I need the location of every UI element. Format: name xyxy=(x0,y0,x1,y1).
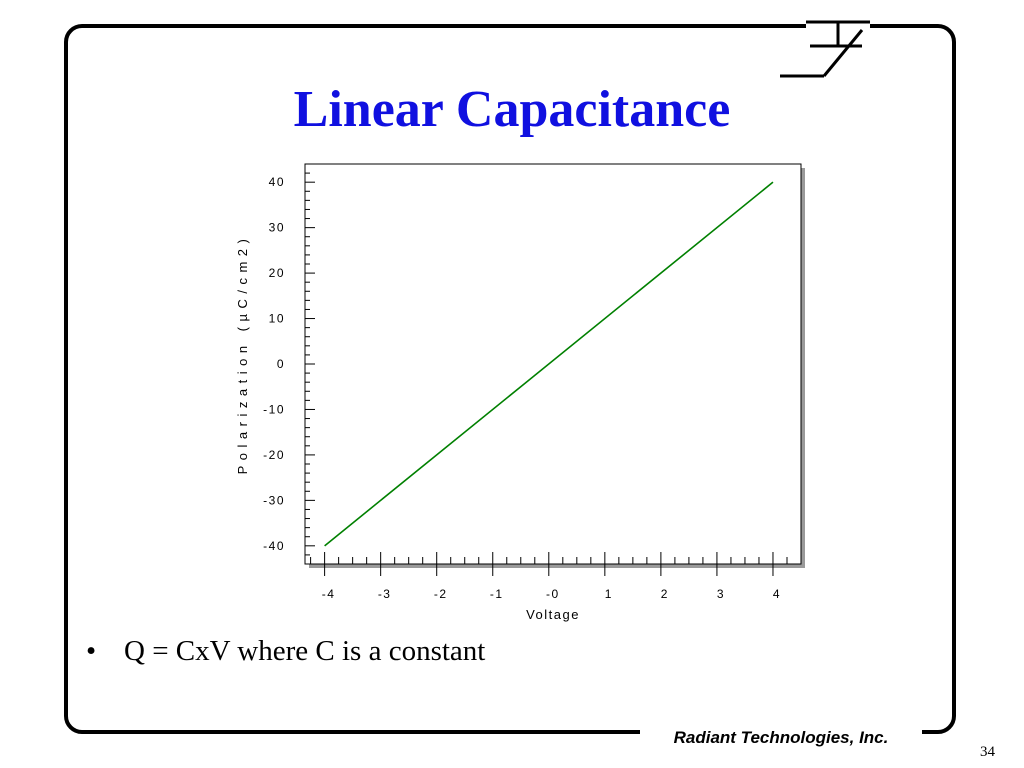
y-tick-label: 40 xyxy=(269,175,285,189)
slide-title: Linear Capacitance xyxy=(293,81,731,138)
y-tick-label: -20 xyxy=(263,448,285,462)
slide-frame xyxy=(64,24,956,734)
company-name: Radiant Technologies, Inc. xyxy=(673,728,889,747)
frame-gap-bottom xyxy=(640,726,922,742)
series-line xyxy=(324,181,774,547)
x-tick-label: -3 xyxy=(378,587,392,601)
y-tick-label: -10 xyxy=(263,402,285,416)
y-tick-label: 10 xyxy=(269,312,285,326)
plot-frame xyxy=(304,163,802,565)
y-tick-label: -40 xyxy=(263,539,285,553)
y-tick-label: 0 xyxy=(277,357,285,371)
x-tick-label: 3 xyxy=(717,587,725,601)
y-tick-label: -30 xyxy=(263,493,285,507)
x-tick-label: 2 xyxy=(661,587,669,601)
x-tick-label: -1 xyxy=(490,587,504,601)
x-tick-label: -2 xyxy=(434,587,448,601)
y-axis-label: Polarization (µC/cm2) xyxy=(235,234,250,475)
y-tick-label: 30 xyxy=(269,221,285,235)
x-tick-label: 4 xyxy=(773,587,781,601)
bullet-item: • Q = CxV where C is a constant xyxy=(86,634,485,668)
x-tick-label: -0 xyxy=(546,587,560,601)
y-tick-label: 20 xyxy=(269,266,285,280)
bullet-text: Q = CxV where C is a constant xyxy=(124,635,486,667)
page-number: 34 xyxy=(980,744,995,760)
x-tick-label: -4 xyxy=(322,587,336,601)
x-tick-label: 1 xyxy=(605,587,613,601)
x-axis-label: Voltage xyxy=(526,607,580,622)
bullet-dot: • xyxy=(86,635,97,667)
